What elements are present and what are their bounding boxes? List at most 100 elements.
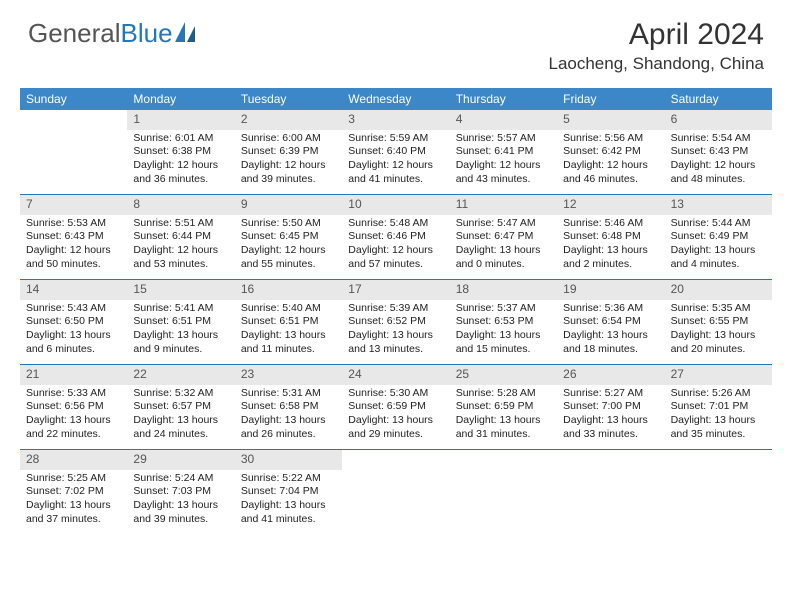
- day-cell: 12Sunrise: 5:46 AMSunset: 6:48 PMDayligh…: [557, 195, 664, 279]
- day-cell: 30Sunrise: 5:22 AMSunset: 7:04 PMDayligh…: [235, 450, 342, 534]
- day-number: 27: [665, 365, 772, 385]
- sunset-text: Sunset: 6:43 PM: [26, 230, 121, 244]
- sunset-text: Sunset: 6:49 PM: [671, 230, 766, 244]
- day-cell: [450, 450, 557, 534]
- day-body: Sunrise: 5:25 AMSunset: 7:02 PMDaylight:…: [20, 470, 127, 531]
- day-cell: 21Sunrise: 5:33 AMSunset: 6:56 PMDayligh…: [20, 365, 127, 449]
- sunrise-text: Sunrise: 5:36 AM: [563, 302, 658, 316]
- daylight-text: and 0 minutes.: [456, 258, 551, 272]
- dow-wednesday: Wednesday: [342, 88, 449, 110]
- sunset-text: Sunset: 6:41 PM: [456, 145, 551, 159]
- day-number: 26: [557, 365, 664, 385]
- sunrise-text: Sunrise: 5:37 AM: [456, 302, 551, 316]
- day-body: Sunrise: 5:50 AMSunset: 6:45 PMDaylight:…: [235, 215, 342, 276]
- sunset-text: Sunset: 7:03 PM: [133, 485, 228, 499]
- day-body: Sunrise: 5:27 AMSunset: 7:00 PMDaylight:…: [557, 385, 664, 446]
- week-row: 1Sunrise: 6:01 AMSunset: 6:38 PMDaylight…: [20, 110, 772, 194]
- daylight-text: and 2 minutes.: [563, 258, 658, 272]
- sunset-text: Sunset: 7:00 PM: [563, 400, 658, 414]
- daylight-text: Daylight: 13 hours: [563, 329, 658, 343]
- sunset-text: Sunset: 7:01 PM: [671, 400, 766, 414]
- sunset-text: Sunset: 6:59 PM: [456, 400, 551, 414]
- day-number: [450, 450, 557, 470]
- day-body: Sunrise: 5:31 AMSunset: 6:58 PMDaylight:…: [235, 385, 342, 446]
- day-number: 16: [235, 280, 342, 300]
- header: GeneralBlue April 2024 Laocheng, Shandon…: [0, 0, 792, 82]
- week-row: 14Sunrise: 5:43 AMSunset: 6:50 PMDayligh…: [20, 279, 772, 364]
- daylight-text: and 37 minutes.: [26, 513, 121, 527]
- day-cell: 25Sunrise: 5:28 AMSunset: 6:59 PMDayligh…: [450, 365, 557, 449]
- week-row: 21Sunrise: 5:33 AMSunset: 6:56 PMDayligh…: [20, 364, 772, 449]
- day-body: Sunrise: 5:43 AMSunset: 6:50 PMDaylight:…: [20, 300, 127, 361]
- day-cell: 6Sunrise: 5:54 AMSunset: 6:43 PMDaylight…: [665, 110, 772, 194]
- day-cell: 15Sunrise: 5:41 AMSunset: 6:51 PMDayligh…: [127, 280, 234, 364]
- daylight-text: and 4 minutes.: [671, 258, 766, 272]
- daylight-text: and 50 minutes.: [26, 258, 121, 272]
- sunset-text: Sunset: 6:57 PM: [133, 400, 228, 414]
- month-title: April 2024: [548, 18, 764, 52]
- daylight-text: and 39 minutes.: [241, 173, 336, 187]
- sunset-text: Sunset: 6:43 PM: [671, 145, 766, 159]
- day-number: 24: [342, 365, 449, 385]
- day-number: 22: [127, 365, 234, 385]
- sunrise-text: Sunrise: 5:33 AM: [26, 387, 121, 401]
- daylight-text: Daylight: 13 hours: [563, 244, 658, 258]
- sunrise-text: Sunrise: 6:00 AM: [241, 132, 336, 146]
- sunrise-text: Sunrise: 5:48 AM: [348, 217, 443, 231]
- day-number: 4: [450, 110, 557, 130]
- dow-saturday: Saturday: [665, 88, 772, 110]
- sunrise-text: Sunrise: 5:47 AM: [456, 217, 551, 231]
- daylight-text: and 35 minutes.: [671, 428, 766, 442]
- sunset-text: Sunset: 6:53 PM: [456, 315, 551, 329]
- sunset-text: Sunset: 6:45 PM: [241, 230, 336, 244]
- day-body: Sunrise: 5:41 AMSunset: 6:51 PMDaylight:…: [127, 300, 234, 361]
- daylight-text: Daylight: 13 hours: [133, 414, 228, 428]
- day-body: Sunrise: 5:56 AMSunset: 6:42 PMDaylight:…: [557, 130, 664, 191]
- sunset-text: Sunset: 6:51 PM: [241, 315, 336, 329]
- day-number: [557, 450, 664, 470]
- day-body: Sunrise: 5:36 AMSunset: 6:54 PMDaylight:…: [557, 300, 664, 361]
- daylight-text: and 43 minutes.: [456, 173, 551, 187]
- daylight-text: Daylight: 13 hours: [26, 414, 121, 428]
- day-body: Sunrise: 6:01 AMSunset: 6:38 PMDaylight:…: [127, 130, 234, 191]
- day-cell: 19Sunrise: 5:36 AMSunset: 6:54 PMDayligh…: [557, 280, 664, 364]
- sunset-text: Sunset: 6:56 PM: [26, 400, 121, 414]
- day-number: [342, 450, 449, 470]
- sunset-text: Sunset: 7:02 PM: [26, 485, 121, 499]
- daylight-text: and 33 minutes.: [563, 428, 658, 442]
- sunset-text: Sunset: 6:38 PM: [133, 145, 228, 159]
- day-cell: [665, 450, 772, 534]
- daylight-text: and 18 minutes.: [563, 343, 658, 357]
- day-body: Sunrise: 5:24 AMSunset: 7:03 PMDaylight:…: [127, 470, 234, 531]
- daylight-text: Daylight: 12 hours: [348, 159, 443, 173]
- day-body: Sunrise: 5:46 AMSunset: 6:48 PMDaylight:…: [557, 215, 664, 276]
- day-number: 1: [127, 110, 234, 130]
- day-number: [665, 450, 772, 470]
- day-cell: 13Sunrise: 5:44 AMSunset: 6:49 PMDayligh…: [665, 195, 772, 279]
- sunrise-text: Sunrise: 5:32 AM: [133, 387, 228, 401]
- day-number: 3: [342, 110, 449, 130]
- dow-monday: Monday: [127, 88, 234, 110]
- sunrise-text: Sunrise: 5:26 AM: [671, 387, 766, 401]
- dow-tuesday: Tuesday: [235, 88, 342, 110]
- sunrise-text: Sunrise: 5:46 AM: [563, 217, 658, 231]
- daylight-text: Daylight: 13 hours: [348, 414, 443, 428]
- sunrise-text: Sunrise: 5:22 AM: [241, 472, 336, 486]
- sunset-text: Sunset: 6:59 PM: [348, 400, 443, 414]
- daylight-text: and 6 minutes.: [26, 343, 121, 357]
- sunset-text: Sunset: 6:47 PM: [456, 230, 551, 244]
- daylight-text: Daylight: 13 hours: [456, 414, 551, 428]
- daylight-text: and 26 minutes.: [241, 428, 336, 442]
- dow-thursday: Thursday: [450, 88, 557, 110]
- day-cell: 7Sunrise: 5:53 AMSunset: 6:43 PMDaylight…: [20, 195, 127, 279]
- daylight-text: and 53 minutes.: [133, 258, 228, 272]
- daylight-text: Daylight: 12 hours: [241, 244, 336, 258]
- day-cell: 23Sunrise: 5:31 AMSunset: 6:58 PMDayligh…: [235, 365, 342, 449]
- day-body: Sunrise: 5:39 AMSunset: 6:52 PMDaylight:…: [342, 300, 449, 361]
- sunrise-text: Sunrise: 5:43 AM: [26, 302, 121, 316]
- daylight-text: and 15 minutes.: [456, 343, 551, 357]
- day-number: 13: [665, 195, 772, 215]
- daylight-text: Daylight: 13 hours: [26, 499, 121, 513]
- daylight-text: Daylight: 12 hours: [26, 244, 121, 258]
- day-cell: 11Sunrise: 5:47 AMSunset: 6:47 PMDayligh…: [450, 195, 557, 279]
